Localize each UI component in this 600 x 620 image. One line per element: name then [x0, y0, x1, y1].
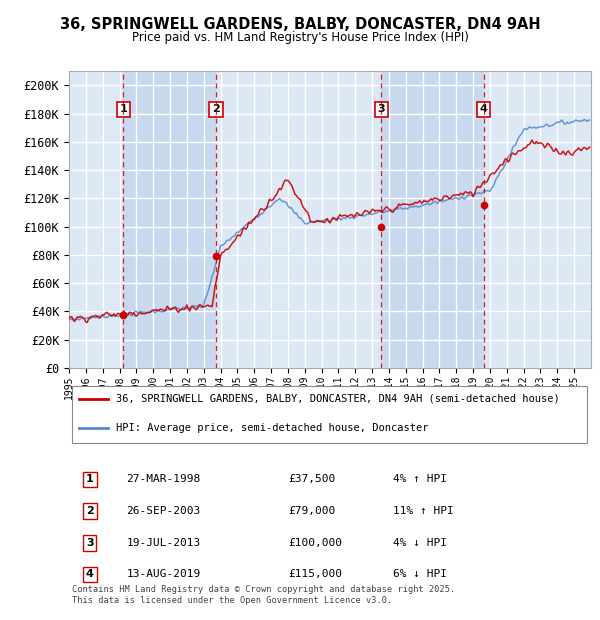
- Text: Contains HM Land Registry data © Crown copyright and database right 2025.
This d: Contains HM Land Registry data © Crown c…: [71, 585, 455, 604]
- Text: 2: 2: [212, 104, 220, 115]
- Text: 13-AUG-2019: 13-AUG-2019: [127, 570, 200, 580]
- Text: HPI: Average price, semi-detached house, Doncaster: HPI: Average price, semi-detached house,…: [116, 423, 428, 433]
- Text: 4: 4: [479, 104, 488, 115]
- Text: 26-SEP-2003: 26-SEP-2003: [127, 506, 200, 516]
- Text: 2: 2: [86, 506, 94, 516]
- Text: 4: 4: [86, 570, 94, 580]
- Text: Price paid vs. HM Land Registry's House Price Index (HPI): Price paid vs. HM Land Registry's House …: [131, 31, 469, 44]
- Text: 36, SPRINGWELL GARDENS, BALBY, DONCASTER, DN4 9AH (semi-detached house): 36, SPRINGWELL GARDENS, BALBY, DONCASTER…: [116, 394, 560, 404]
- Text: 6% ↓ HPI: 6% ↓ HPI: [392, 570, 446, 580]
- Text: £79,000: £79,000: [288, 506, 335, 516]
- Text: 27-MAR-1998: 27-MAR-1998: [127, 474, 200, 484]
- Text: £100,000: £100,000: [288, 538, 342, 548]
- Bar: [381, 71, 484, 368]
- FancyBboxPatch shape: [71, 386, 587, 443]
- Text: 1: 1: [119, 104, 127, 115]
- Text: 4% ↓ HPI: 4% ↓ HPI: [392, 538, 446, 548]
- Text: £115,000: £115,000: [288, 570, 342, 580]
- Text: 3: 3: [377, 104, 385, 115]
- Text: 1: 1: [86, 474, 94, 484]
- Text: 19-JUL-2013: 19-JUL-2013: [127, 538, 200, 548]
- Text: 36, SPRINGWELL GARDENS, BALBY, DONCASTER, DN4 9AH: 36, SPRINGWELL GARDENS, BALBY, DONCASTER…: [59, 17, 541, 32]
- Text: 4% ↑ HPI: 4% ↑ HPI: [392, 474, 446, 484]
- Text: 3: 3: [86, 538, 94, 548]
- Bar: [124, 71, 216, 368]
- Text: 11% ↑ HPI: 11% ↑ HPI: [392, 506, 454, 516]
- Text: £37,500: £37,500: [288, 474, 335, 484]
